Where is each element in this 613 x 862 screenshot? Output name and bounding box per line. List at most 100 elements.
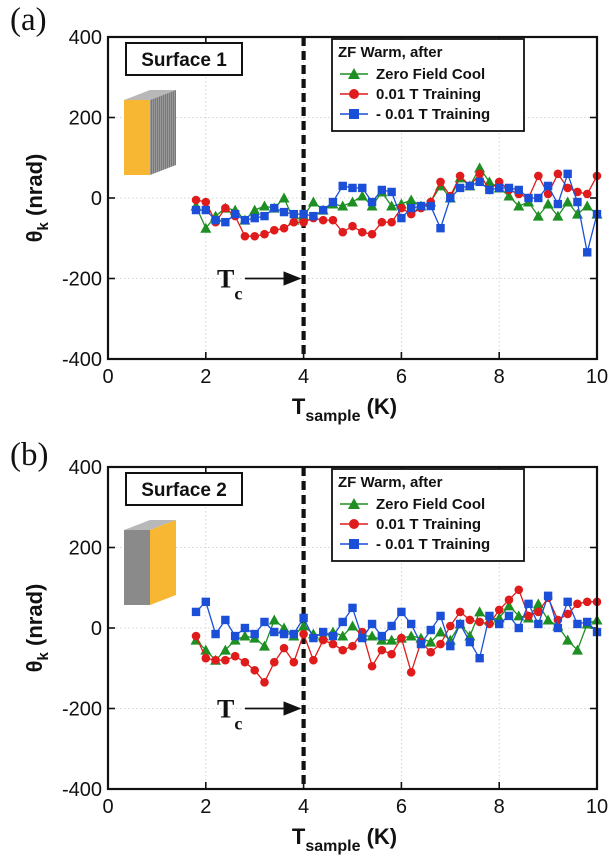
data-point-square [299,613,308,623]
legend-marker-circle [349,519,359,529]
data-point-circle [318,635,328,645]
data-point-circle [191,195,201,205]
x-tick-label: 8 [494,366,505,388]
data-point-triangle [386,634,398,645]
data-point-square [250,213,259,223]
x-tick-label: 8 [494,796,505,818]
data-point-triangle [552,210,564,221]
x-axis-title-sub: sample [305,838,360,855]
data-point-square [250,629,259,639]
data-point-triangle [307,196,319,207]
data-point-triangle [405,194,417,205]
legend-box [331,38,525,132]
x-axis-title: Tsample (K) [292,394,397,425]
data-point-circle [514,585,524,595]
data-point-square [309,633,318,643]
data-point-circle [269,657,279,667]
legend-entry-label: 0.01 T Training [376,86,481,103]
data-point-square [230,209,240,219]
data-point-circle [543,189,553,199]
data-point-circle [230,651,240,661]
data-point-triangle [435,626,447,637]
x-axis-title-main: T [292,824,306,849]
data-point-triangle [532,598,544,609]
data-point-triangle [249,204,261,215]
y-axis-title-sub: k [35,651,52,660]
data-point-square [455,183,465,193]
data-point-circle [573,599,582,609]
data-point-triangle [425,636,437,647]
data-point-triangle [405,630,417,641]
y-tick-label: -200 [62,699,102,721]
data-point-circle [534,607,543,617]
data-point-square [211,629,220,639]
data-point-circle [367,229,377,239]
data-point-circle [377,217,387,227]
x-tick-label: 6 [396,366,407,388]
data-point-circle [309,655,318,665]
legend-marker-circle [349,89,359,99]
data-point-square [553,199,563,209]
data-point-circle [221,655,230,665]
data-point-triangle [542,198,554,209]
data-point-square [309,211,318,221]
data-point-square [201,205,210,215]
data-point-square [230,631,240,641]
data-point-square [475,177,484,187]
data-point-square [514,185,523,195]
x-tick-label: 0 [102,366,113,388]
data-point-circle [240,231,250,241]
data-point-circle [250,231,259,241]
data-point-circle [348,641,357,651]
data-point-triangle [347,196,358,207]
legend-marker-triangle [348,498,360,509]
data-point-circle [426,647,436,657]
chart-panel-b: 0 2 4 6 8 10 -400 -200 0 200 400 Tc (b) Surface 2 ZF W… [10,437,608,855]
data-point-circle [211,655,220,665]
data-point-triangle [337,630,349,641]
x-tick-label: 4 [298,366,309,388]
cube-right-face [150,90,176,175]
data-point-square [289,209,299,219]
data-point-square [279,207,289,217]
legend-marker-triangle [348,68,360,79]
data-point-square [367,619,377,629]
data-point-square [397,213,406,223]
data-point-square [211,215,220,225]
data-point-square [426,201,435,211]
data-point-triangle [513,200,525,211]
data-point-square [563,169,572,179]
data-point-circle [387,217,396,227]
panel-label: (a) [10,2,47,38]
legend-entry-label: - 0.01 T Training [376,106,490,123]
tc-label-sub: c [234,284,242,304]
data-point-square [279,629,289,639]
data-point-square [299,209,308,219]
data-point-circle [397,633,406,643]
y-tick-label: -400 [62,349,102,371]
data-point-circle [475,169,484,179]
y-axis-title-unit: (nrad) [22,584,47,652]
x-axis-title-unit: (K) [360,394,397,419]
data-point-circle [455,171,465,181]
data-point-triangle [513,610,525,621]
data-point-circle [367,661,377,671]
data-point-square [436,223,445,233]
legend-entry-label: - 0.01 T Training [376,536,490,553]
y-tick-label: -200 [62,269,102,291]
data-point-circle [494,605,504,615]
data-point-circle [191,631,201,641]
data-point-square [338,617,347,627]
data-point-triangle [356,190,368,201]
data-point-triangle [366,630,378,641]
data-point-square [377,631,387,641]
data-point-square [446,193,455,203]
y-axis-title: θk (nrad) [22,584,52,673]
data-point-circle [279,223,289,233]
data-point-circle [563,609,572,619]
data-point-square [406,619,416,629]
data-point-triangle [562,634,574,645]
surface-label-box [125,42,243,76]
data-point-square [240,215,250,225]
